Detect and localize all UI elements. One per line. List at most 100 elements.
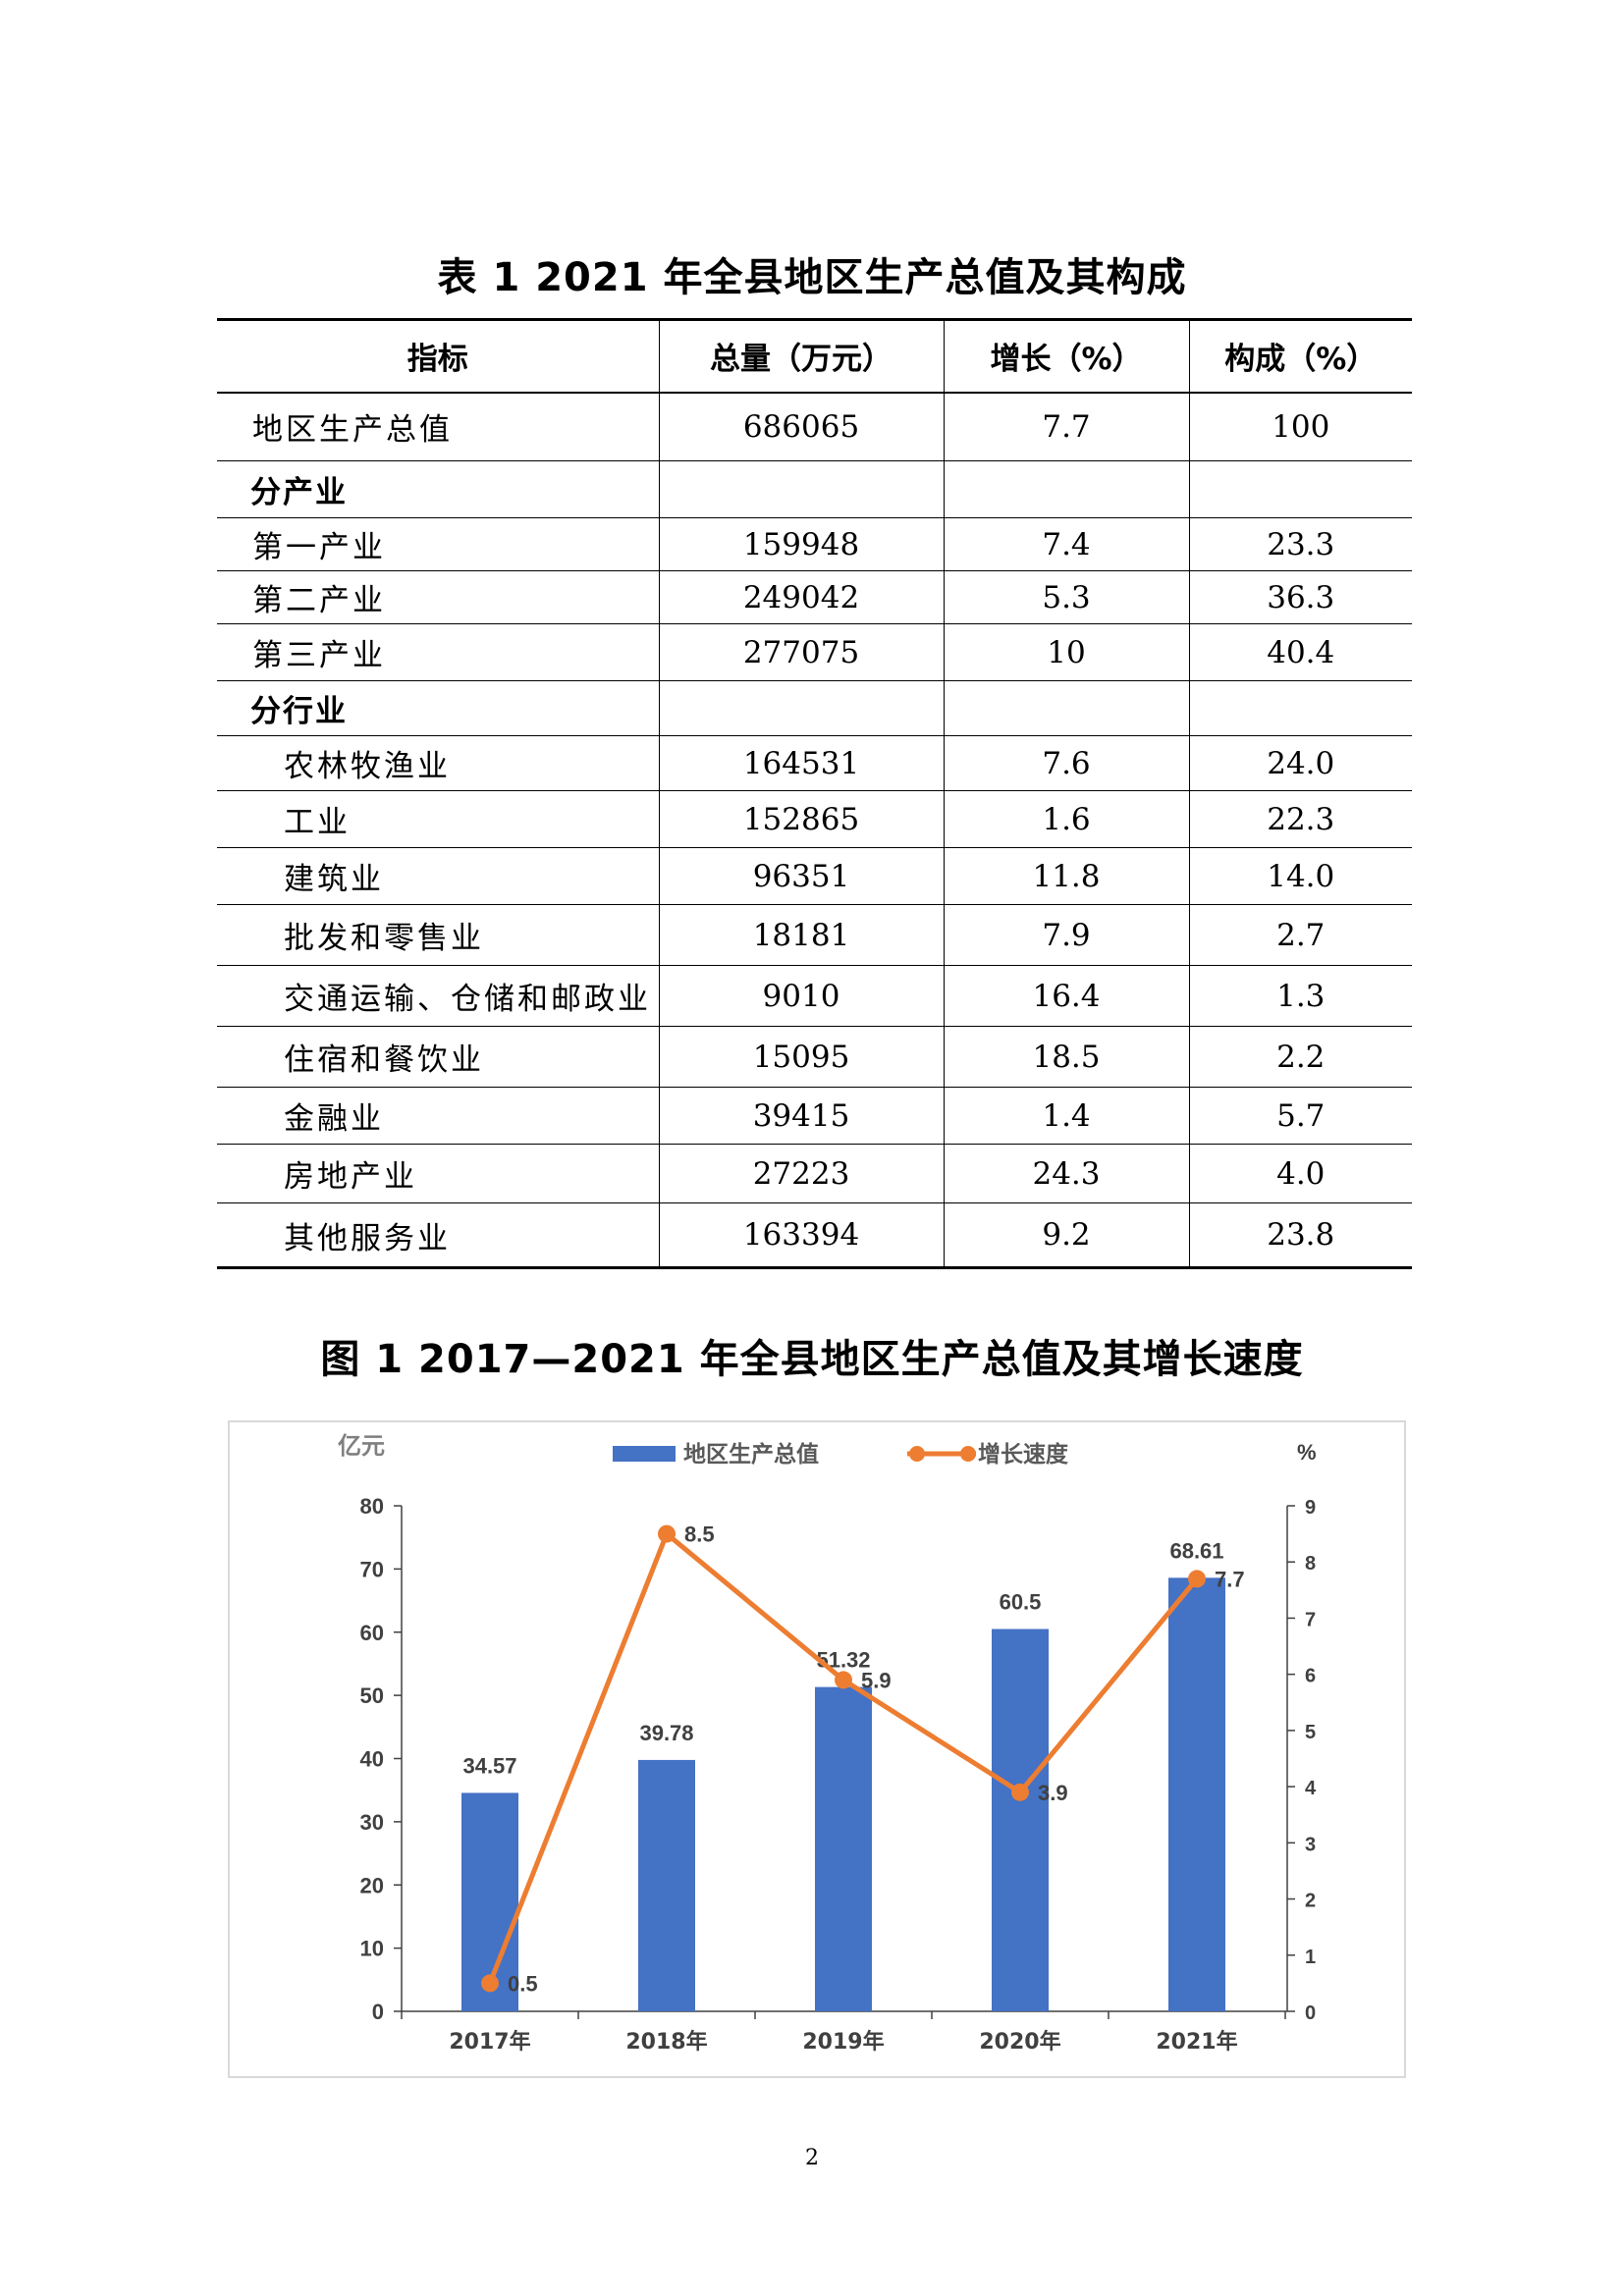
total-cell: 152865 [658, 790, 944, 848]
growth-cell: 24.3 [943, 1144, 1189, 1203]
table-row: 金融业 39415 1.4 5.7 [217, 1087, 1412, 1145]
section-row: 分产业 [217, 460, 1412, 518]
growth-cell: 11.8 [943, 847, 1189, 905]
table-row: 住宿和餐饮业 15095 18.5 2.2 [217, 1026, 1412, 1088]
table-row: 第一产业 159948 7.4 23.3 [217, 517, 1412, 571]
share-cell: 14.0 [1188, 847, 1412, 905]
growth-point [658, 1524, 676, 1543]
table-title: 表 1 2021 年全县地区生产总值及其构成 [437, 255, 1187, 300]
x-axis-tick-label: 2019年 [802, 2029, 884, 2055]
row-label: 其他服务业 [217, 1202, 659, 1269]
row-label: 第二产业 [217, 570, 659, 624]
total-cell: 9010 [658, 965, 944, 1027]
left-axis-tick-label: 60 [360, 1621, 384, 1645]
gdp-bar-label: 39.78 [639, 1721, 693, 1745]
x-axis-tick-label: 2018年 [625, 2029, 707, 2055]
share-cell [1188, 460, 1412, 518]
growth-point-label: 3.9 [1038, 1781, 1068, 1805]
table-row: 地区生产总值 686065 7.7 100 [217, 392, 1412, 461]
column-header-growth: 增长（%） [943, 318, 1189, 394]
row-label: 分行业 [217, 680, 659, 736]
table-row: 第三产业 277075 10 40.4 [217, 623, 1412, 681]
growth-point [1188, 1570, 1206, 1588]
table-row: 农林牧渔业 164531 7.6 24.0 [217, 735, 1412, 791]
left-axis-title: 亿元 [338, 1432, 385, 1460]
share-cell: 40.4 [1188, 623, 1412, 681]
total-cell: 164531 [658, 735, 944, 791]
growth-point-label: 0.5 [508, 1971, 538, 1996]
growth-cell: 10 [943, 623, 1189, 681]
growth-point-label: 7.7 [1215, 1567, 1245, 1591]
legend-bar-swatch [613, 1446, 676, 1462]
share-cell: 24.0 [1188, 735, 1412, 791]
right-axis-tick-label: 1 [1305, 1947, 1316, 1968]
chart-title: 图 1 2017—2021 年全县地区生产总值及其增长速度 [320, 1337, 1304, 1382]
gdp-table: 指标 总量（万元） 增长（%） 构成（%） 地区生产总值 686065 7.7 100… [217, 318, 1412, 1269]
table-row: 其他服务业 163394 9.2 23.8 [217, 1202, 1412, 1269]
total-cell: 159948 [658, 517, 944, 571]
growth-cell: 5.3 [943, 570, 1189, 624]
row-label: 农林牧渔业 [217, 735, 659, 791]
table-row: 交通运输、仓储和邮政业 9010 16.4 1.3 [217, 965, 1412, 1027]
share-cell: 100 [1188, 392, 1412, 461]
right-axis-tick-label: 6 [1305, 1666, 1316, 1687]
column-header-total: 总量（万元） [658, 318, 944, 394]
total-cell [658, 460, 944, 518]
row-label: 交通运输、仓储和邮政业 [217, 965, 659, 1027]
left-axis-tick-label: 80 [360, 1494, 384, 1519]
right-axis-tick-label: 8 [1305, 1553, 1316, 1575]
right-axis-tick-label: 7 [1305, 1609, 1316, 1630]
left-axis-tick-label: 0 [372, 2000, 384, 2024]
total-cell [658, 680, 944, 736]
row-label: 分产业 [217, 460, 659, 518]
right-axis-tick-label: 3 [1305, 1834, 1316, 1855]
column-header-share: 构成（%） [1188, 318, 1412, 394]
growth-cell [943, 460, 1189, 518]
growth-cell: 9.2 [943, 1202, 1189, 1269]
row-label: 房地产业 [217, 1144, 659, 1203]
growth-cell: 7.7 [943, 392, 1189, 461]
gdp-bar [992, 1629, 1049, 2011]
row-label: 地区生产总值 [217, 392, 659, 461]
left-axis-tick-label: 50 [360, 1683, 384, 1708]
section-row: 分行业 [217, 680, 1412, 736]
share-cell: 5.7 [1188, 1087, 1412, 1145]
total-cell: 18181 [658, 904, 944, 966]
right-axis-tick-label: 9 [1305, 1497, 1316, 1519]
growth-cell: 7.6 [943, 735, 1189, 791]
total-cell: 277075 [658, 623, 944, 681]
right-axis-tick-label: 2 [1305, 1891, 1316, 1912]
gdp-bar [815, 1686, 872, 2011]
share-cell: 23.8 [1188, 1202, 1412, 1269]
legend-line-marker [960, 1446, 976, 1462]
share-cell: 2.7 [1188, 904, 1412, 966]
growth-point-label: 8.5 [684, 1522, 715, 1547]
x-axis-tick-label: 2020年 [979, 2029, 1060, 2055]
row-label: 批发和零售业 [217, 904, 659, 966]
left-axis-tick-label: 70 [360, 1557, 384, 1581]
share-cell: 1.3 [1188, 965, 1412, 1027]
right-axis-title: % [1297, 1440, 1317, 1465]
left-axis-tick-label: 40 [360, 1747, 384, 1772]
row-label: 建筑业 [217, 847, 659, 905]
total-cell: 249042 [658, 570, 944, 624]
growth-cell: 1.6 [943, 790, 1189, 848]
row-label: 第三产业 [217, 623, 659, 681]
left-axis-tick-label: 10 [360, 1937, 384, 1961]
growth-cell: 16.4 [943, 965, 1189, 1027]
growth-point [481, 1974, 499, 1993]
growth-cell: 1.4 [943, 1087, 1189, 1145]
growth-cell: 7.9 [943, 904, 1189, 966]
left-axis-tick-label: 30 [360, 1810, 384, 1835]
gdp-bar-label: 60.5 [1000, 1590, 1042, 1615]
table-row: 建筑业 96351 11.8 14.0 [217, 847, 1412, 905]
share-cell [1188, 680, 1412, 736]
legend-line-marker [909, 1446, 925, 1462]
growth-point [835, 1671, 852, 1689]
gdp-bar [1168, 1577, 1225, 2011]
table-body: 地区生产总值 686065 7.7 100 分产业 第一产业 159948 7.4 23.3 第二… [217, 392, 1412, 1269]
total-cell: 27223 [658, 1144, 944, 1203]
growth-cell: 7.4 [943, 517, 1189, 571]
row-label: 住宿和餐饮业 [217, 1026, 659, 1088]
share-cell: 4.0 [1188, 1144, 1412, 1203]
